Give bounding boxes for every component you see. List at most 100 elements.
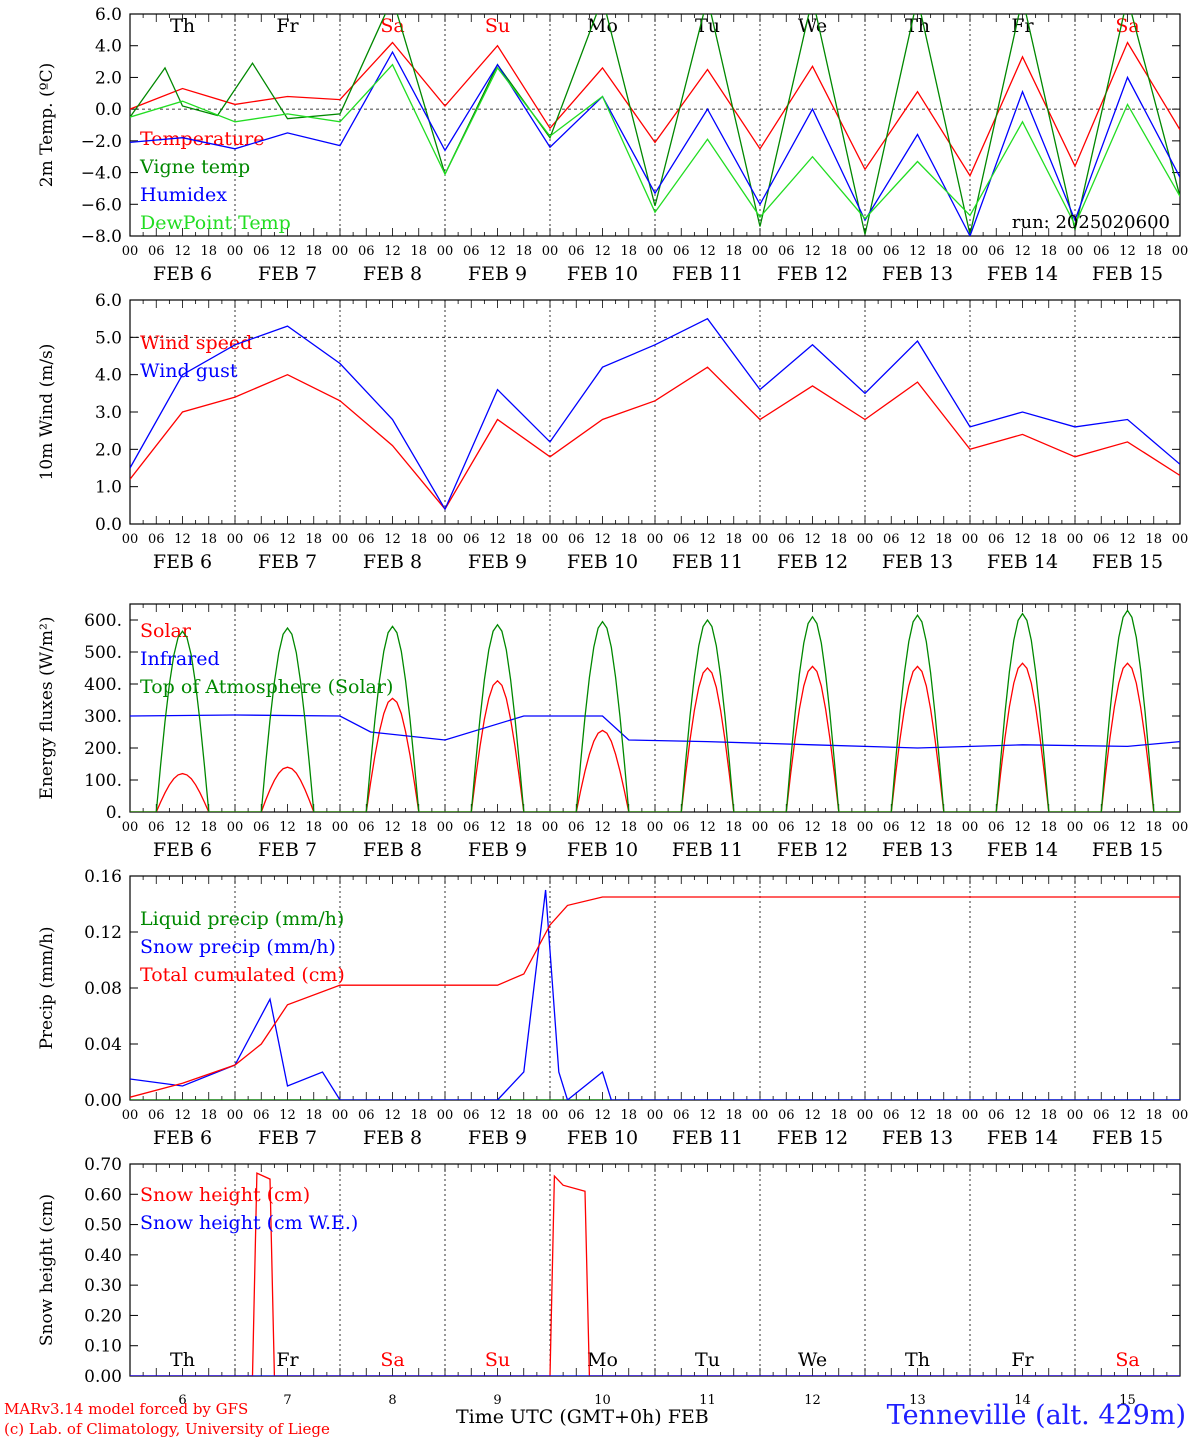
hour-label: 12: [174, 244, 191, 259]
hour-label: 00: [437, 532, 454, 547]
hour-label: 06: [253, 820, 270, 835]
y-tick-label: 0.50: [84, 1216, 122, 1236]
date-label: FEB 14: [987, 1127, 1058, 1149]
day-number-label: 11: [699, 1393, 716, 1408]
hour-label: 00: [857, 532, 874, 547]
hour-label: 00: [752, 244, 769, 259]
hour-label: 06: [883, 532, 900, 547]
hour-label: 12: [489, 1108, 506, 1123]
hour-label: 06: [1093, 532, 1110, 547]
hour-label: 00: [437, 1108, 454, 1123]
y-tick-label: −4.0: [81, 164, 122, 184]
date-label: FEB 7: [258, 263, 317, 285]
hour-label: 18: [305, 820, 322, 835]
hour-label: 12: [699, 820, 716, 835]
date-label: FEB 14: [987, 839, 1058, 861]
hour-label: 00: [647, 1108, 664, 1123]
y-tick-label: 0.00: [84, 1091, 122, 1111]
hour-label: 12: [594, 820, 611, 835]
date-label: FEB 9: [468, 839, 527, 861]
date-label: FEB 11: [672, 839, 743, 861]
day-number-label: 15: [1119, 1393, 1136, 1408]
date-label: FEB 14: [987, 263, 1058, 285]
y-tick-label: 5.0: [95, 328, 122, 348]
hour-label: 18: [410, 1108, 427, 1123]
date-label: FEB 15: [1092, 551, 1163, 573]
x-axis-title: Time UTC (GMT+0h) FEB: [456, 1406, 709, 1428]
hour-label: 06: [463, 244, 480, 259]
hour-label: 12: [804, 820, 821, 835]
lab-credit: (c) Lab. of Climatology, University of L…: [4, 1420, 330, 1438]
hour-label: 06: [1093, 820, 1110, 835]
date-label: FEB 7: [258, 551, 317, 573]
date-label: FEB 9: [468, 1127, 527, 1149]
y-tick-label: 0.0: [95, 100, 122, 120]
hour-label: 06: [988, 1108, 1005, 1123]
hour-label: 12: [909, 244, 926, 259]
day-abbr-label: Tu: [695, 1349, 720, 1371]
hour-label: 12: [489, 244, 506, 259]
hour-label: 00: [542, 244, 559, 259]
date-label: FEB 9: [468, 263, 527, 285]
hour-label: 00: [1067, 1108, 1084, 1123]
series-line-snow-height-cm: [130, 1172, 1180, 1376]
day-abbr-label: Th: [170, 1349, 195, 1371]
y-tick-label: 2.0: [95, 440, 122, 460]
hour-label: 18: [515, 820, 532, 835]
hour-label: 18: [410, 244, 427, 259]
legend-entry: Solar: [140, 620, 192, 642]
hour-label: 18: [935, 244, 952, 259]
hour-label: 00: [1067, 532, 1084, 547]
day-number-label: 12: [804, 1393, 821, 1408]
date-label: FEB 12: [777, 263, 848, 285]
date-label: FEB 9: [468, 551, 527, 573]
hour-label: 18: [515, 532, 532, 547]
hour-label: 06: [148, 820, 165, 835]
hour-label: 00: [647, 244, 664, 259]
y-tick-label: 0.: [106, 803, 122, 823]
date-label: FEB 14: [987, 551, 1058, 573]
hour-label: 06: [673, 1108, 690, 1123]
hour-label: 18: [620, 820, 637, 835]
hour-label: 06: [1093, 244, 1110, 259]
date-label: FEB 15: [1092, 263, 1163, 285]
hour-label: 12: [1014, 532, 1031, 547]
hour-label: 00: [227, 1108, 244, 1123]
legend-entry: DewPoint Temp: [140, 212, 291, 234]
hour-label: 00: [437, 820, 454, 835]
hour-label: 06: [253, 244, 270, 259]
hour-label: 06: [673, 532, 690, 547]
hour-label: 18: [725, 820, 742, 835]
hour-label: 00: [437, 244, 454, 259]
hour-label: 12: [1119, 1108, 1136, 1123]
day-number-label: 14: [1014, 1393, 1031, 1408]
hour-label: 06: [148, 532, 165, 547]
hour-label: 00: [227, 244, 244, 259]
hour-label: 18: [1145, 1108, 1162, 1123]
hour-label: 18: [410, 532, 427, 547]
date-label: FEB 6: [153, 839, 212, 861]
model-credit: MARv3.14 model forced by GFS: [4, 1400, 249, 1418]
day-abbr-label: Su: [485, 1349, 510, 1371]
hour-label: 12: [1014, 820, 1031, 835]
y-tick-label: −2.0: [81, 132, 122, 152]
y-tick-label: 0.00: [84, 1367, 122, 1387]
date-label: FEB 11: [672, 1127, 743, 1149]
y-axis-label: 10m Wind (m/s): [37, 344, 57, 481]
date-label: FEB 15: [1092, 1127, 1163, 1149]
y-tick-label: −8.0: [81, 227, 122, 247]
hour-label: 18: [830, 244, 847, 259]
hour-label: 18: [830, 532, 847, 547]
legend-entry: Infrared: [140, 648, 220, 670]
hour-label: 18: [305, 532, 322, 547]
hour-label: 18: [1040, 820, 1057, 835]
hour-label: 12: [384, 244, 401, 259]
hour-label: 00: [1172, 244, 1189, 259]
day-abbr-label: Su: [485, 15, 510, 37]
series-line-total-cumulated-cm: [130, 896, 1180, 1098]
hour-label: 06: [358, 820, 375, 835]
hour-label: 18: [200, 1108, 217, 1123]
hour-label: 18: [725, 244, 742, 259]
hour-label: 06: [463, 532, 480, 547]
date-label: FEB 10: [567, 1127, 638, 1149]
